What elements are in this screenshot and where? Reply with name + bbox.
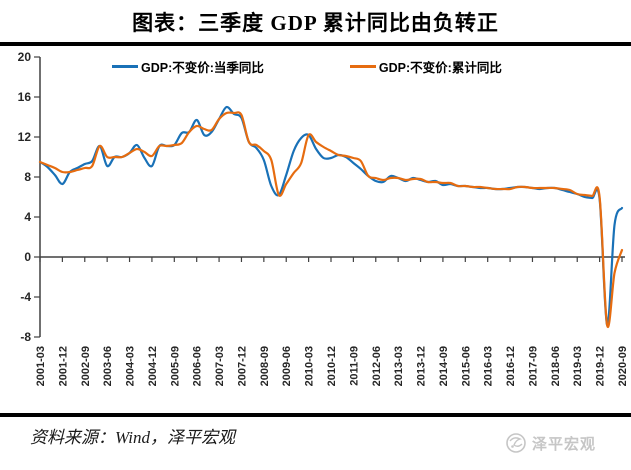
x-axis-tick-label: 2001-12 xyxy=(57,346,69,386)
quarterly-yoy-line xyxy=(38,105,624,327)
watermark: 泽平宏观 xyxy=(505,432,596,454)
legend-item-cumulative: GDP:不变价:累计同比 xyxy=(349,57,502,76)
legend-label-quarterly: GDP:不变价:当季同比 xyxy=(141,61,264,75)
y-axis-tick-label: 16 xyxy=(18,90,32,104)
y-axis-tick-label: -4 xyxy=(20,290,31,304)
x-axis-tick-label: 2010-12 xyxy=(326,346,338,386)
x-axis-tick-label: 2013-12 xyxy=(416,346,428,386)
x-axis-tick-label: 2004-12 xyxy=(147,346,159,386)
legend-label-cumulative: GDP:不变价:累计同比 xyxy=(378,61,502,75)
y-axis-tick-label: -8 xyxy=(20,330,31,344)
y-axis-tick-label: 12 xyxy=(18,130,32,144)
x-axis-tick-label: 2002-09 xyxy=(80,346,92,386)
x-axis-tick-label: 2005-09 xyxy=(169,346,181,386)
x-axis-tick-label: 2006-06 xyxy=(192,346,204,386)
x-axis-tick-label: 2016-03 xyxy=(483,346,495,386)
y-axis-tick-label: 0 xyxy=(24,250,31,264)
x-axis-tick-label: 2009-06 xyxy=(281,346,293,386)
bottom-rule xyxy=(0,413,631,417)
x-axis-tick-label: 2019-12 xyxy=(595,346,607,386)
chart-legend: GDP:不变价:当季同比 GDP:不变价:累计同比 xyxy=(112,57,502,76)
x-axis-tick-label: 2003-06 xyxy=(102,346,114,386)
cumulative-yoy-line xyxy=(38,111,624,329)
legend-item-quarterly: GDP:不变价:当季同比 xyxy=(112,57,264,76)
y-axis-tick-label: 20 xyxy=(18,50,32,64)
y-axis-tick-label: 8 xyxy=(24,170,31,184)
x-axis-tick-label: 2020-09 xyxy=(617,346,629,386)
x-axis-tick-label: 2015-06 xyxy=(460,346,472,386)
x-axis-tick-label: 2007-03 xyxy=(214,346,226,386)
x-axis-tick-label: 2018-06 xyxy=(550,346,562,386)
x-axis-tick-label: 2011-09 xyxy=(348,346,360,386)
x-axis-tick-label: 2012-06 xyxy=(371,346,383,386)
x-axis-tick-label: 2014-09 xyxy=(438,346,450,386)
y-axis-tick-label: 4 xyxy=(24,210,31,224)
cumulative-line-swatch-icon xyxy=(349,65,376,68)
x-axis-tick-label: 2016-12 xyxy=(505,346,517,386)
x-axis-tick-label: 2010-03 xyxy=(304,346,316,386)
watermark-text: 泽平宏观 xyxy=(532,435,597,453)
data-source-note: 资料来源：Wind，泽平宏观 xyxy=(30,428,235,447)
x-axis-tick-label: 2013-03 xyxy=(393,346,405,386)
x-axis-tick-label: 2004-03 xyxy=(125,346,137,386)
quarterly-line-swatch-icon xyxy=(112,65,138,68)
top-rule xyxy=(0,42,631,46)
x-axis-tick-label: 2001-03 xyxy=(35,346,47,386)
zeping-logo-icon xyxy=(506,433,526,453)
page-title: 图表：三季度 GDP 累计同比由负转正 xyxy=(132,11,499,35)
x-axis-tick-label: 2007-12 xyxy=(236,346,248,386)
x-axis-tick-label: 2017-09 xyxy=(527,346,539,386)
x-axis-tick-label: 2008-09 xyxy=(259,346,271,386)
x-axis-tick-label: 2019-03 xyxy=(572,346,584,386)
